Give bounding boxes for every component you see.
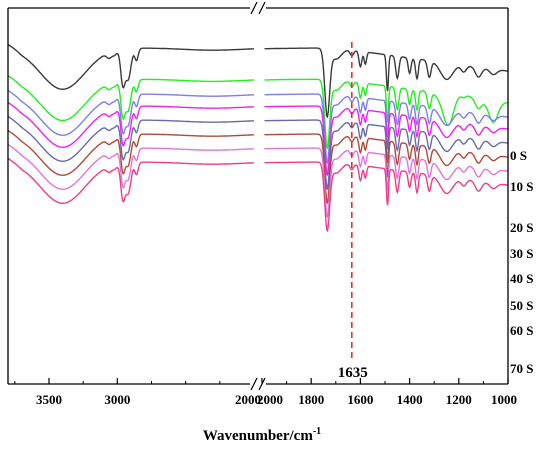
series-line-50s (7, 129, 509, 205)
x-axis-label-superscript: -1 (313, 426, 321, 437)
x-tick-label-2000: 2000 (257, 392, 283, 407)
series-label-60s: 60 S (510, 323, 533, 338)
x-tick-label-1400: 1400 (397, 392, 423, 407)
series-layer (7, 43, 509, 233)
plot-frame (7, 1, 509, 391)
series-line-40s (7, 115, 509, 191)
series-label-40s: 40 S (510, 271, 533, 286)
series-line-60s (7, 143, 509, 219)
x-tick-label-1600: 1600 (347, 392, 373, 407)
x-tick-label-1000: 1000 (491, 392, 517, 407)
axis-break-bottom-a (250, 377, 258, 391)
series-label-70s: 70 S (510, 361, 533, 376)
series-line-0s (7, 43, 509, 119)
x-tick-label-3000: 3000 (104, 392, 130, 407)
series-line-20s (7, 89, 509, 165)
annotation-label-1635: 1635 (338, 365, 368, 381)
x-axis-label-text: Wavenumber/cm (203, 428, 313, 444)
series-line-10s (7, 75, 508, 150)
series-line-30s (7, 101, 509, 177)
series-line-70s (7, 157, 509, 233)
series-label-20s: 20 S (510, 220, 533, 235)
series-label-0s: 0 S (510, 148, 527, 163)
series-label-10s: 10 S (510, 179, 533, 194)
x-tick-label-2000: 2000 (235, 392, 261, 407)
x-tick-label-1800: 1800 (298, 392, 324, 407)
series-label-30s: 30 S (510, 246, 533, 261)
x-axis-label: Wavenumber/cm-1 (203, 426, 321, 444)
series-label-50s: 50 S (510, 298, 533, 313)
axis-break-top-b (258, 1, 266, 15)
axis-break-top-a (250, 1, 258, 15)
series-labels: 0 S 10 S 20 S 30 S 40 S 50 S 60 S 70 S (510, 148, 533, 376)
x-tick-label-3500: 3500 (36, 392, 62, 407)
x-tick-label-1200: 1200 (446, 392, 472, 407)
